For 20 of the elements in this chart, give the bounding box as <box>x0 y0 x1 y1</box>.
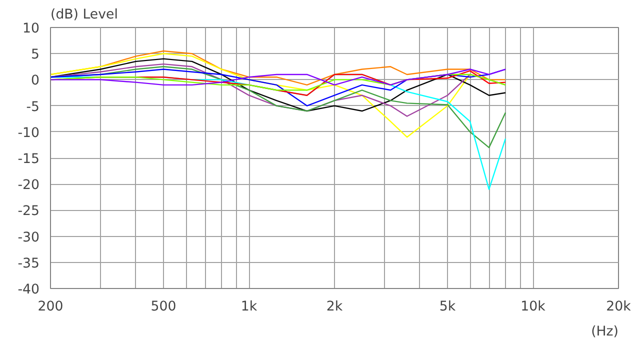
y-tick-label: -30 <box>18 230 40 246</box>
y-tick-label: -40 <box>18 282 40 298</box>
y-tick-label: -20 <box>18 178 40 194</box>
x-tick-label: 5k <box>439 300 456 314</box>
y-axis-title: (dB) Level <box>50 8 118 22</box>
x-tick-label: 500 <box>150 300 176 314</box>
x-tick-label: 10k <box>520 300 546 314</box>
y-tick-label: -25 <box>18 204 40 220</box>
y-tick-label: -15 <box>18 152 40 167</box>
y-tick-label: -5 <box>26 100 40 115</box>
y-tick-label: 0 <box>31 74 40 89</box>
y-tick-label: -10 <box>18 126 40 141</box>
x-tick-label: 200 <box>38 300 64 314</box>
y-tick-label: 5 <box>31 48 40 63</box>
x-axis-title: (Hz) <box>591 324 619 340</box>
x-tick-label: 1k <box>240 300 258 314</box>
y-tick-label: -35 <box>18 256 40 272</box>
x-tick-label: 2k <box>326 300 343 314</box>
x-tick-label: 20k <box>606 300 632 314</box>
y-tick-label: 10 <box>22 22 40 36</box>
